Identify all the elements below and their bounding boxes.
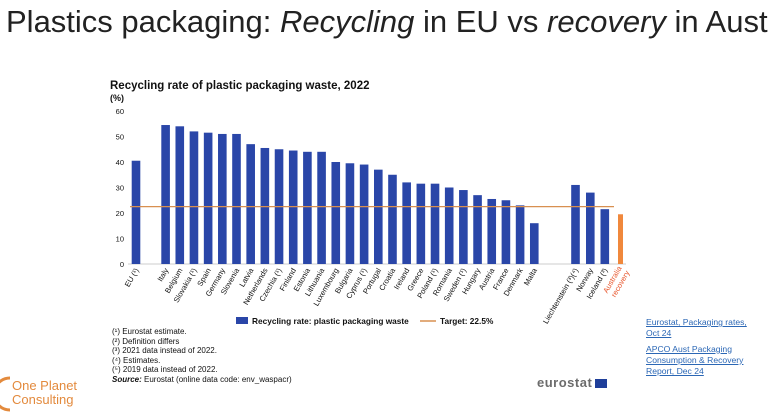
title-part-1: Plastics packaging:: [6, 4, 280, 39]
bar: [487, 198, 497, 264]
logo-line-2: Consulting: [12, 392, 74, 407]
bar: [331, 162, 341, 264]
y-axis-label: (%): [110, 93, 124, 103]
y-tick-label: 0: [120, 260, 124, 269]
title-part-5: in Aust: [665, 4, 768, 39]
bar-australia-recovery: [618, 214, 623, 264]
source-label: Source:: [112, 374, 142, 384]
reference-link-eurostat[interactable]: Eurostat, Packaging rates, Oct 24: [646, 317, 747, 339]
bar: [374, 169, 383, 264]
y-tick-label: 10: [116, 235, 124, 244]
chart-footnotes: (¹) Eurostat estimate. (²) Definition di…: [112, 327, 292, 385]
bar: [529, 223, 539, 264]
bar: [515, 205, 525, 264]
bar: [501, 200, 511, 264]
bar: [473, 195, 482, 264]
bar: [571, 184, 580, 264]
eurostat-logo: eurostat: [537, 375, 608, 390]
title-part-3: in EU vs: [414, 4, 548, 39]
y-tick-label: 60: [116, 107, 124, 116]
eurostat-wordmark: eurostat: [537, 375, 593, 390]
x-tick-label: Liechtenstein (³)(⁴): [541, 266, 580, 325]
bar: [131, 160, 141, 264]
bar: [303, 151, 312, 264]
x-tick-label: Malta: [522, 266, 539, 287]
bar: [246, 144, 255, 264]
bar: [402, 182, 411, 264]
bar: [288, 150, 298, 264]
bar: [388, 174, 397, 264]
bar: [218, 133, 227, 264]
bar: [317, 151, 326, 264]
bar: [345, 163, 355, 264]
references: Eurostat, Packaging rates, Oct 24 APCO A…: [646, 317, 761, 377]
bar: [161, 125, 170, 265]
bar: [416, 183, 426, 264]
y-tick-label: 20: [116, 209, 124, 218]
bar: [430, 183, 440, 264]
bar: [189, 131, 199, 264]
planet-arc-icon: [0, 376, 11, 412]
x-tick-label: EU (¹): [123, 266, 141, 288]
footnote-2: (²) Definition differs: [112, 336, 180, 346]
chart-title: Recycling rate of plastic packaging wast…: [110, 80, 370, 92]
y-tick-label: 50: [116, 133, 124, 142]
bar: [175, 126, 185, 264]
bar: [203, 132, 213, 264]
legend-label-series: Recycling rate: plastic packaging waste: [252, 316, 409, 326]
y-tick-label: 30: [116, 184, 124, 193]
bar: [359, 164, 369, 264]
legend-label-target: Target: 22.5%: [440, 316, 494, 326]
title-part-4: recovery: [547, 4, 666, 39]
bar: [600, 209, 610, 264]
title-part-2: Recycling: [279, 4, 415, 39]
footnote-3: (³) 2021 data instead of 2022.: [112, 346, 217, 356]
reference-link-apco[interactable]: APCO Aust Packaging Consumption & Recove…: [646, 343, 744, 377]
bar: [232, 133, 241, 264]
footnote-5: (⁵) 2019 data instead of 2022.: [112, 365, 218, 375]
eu-flag-icon: [595, 379, 608, 389]
footnote-4: (⁴) Estimates.: [112, 355, 161, 365]
logo-line-1: One Planet: [12, 378, 78, 393]
footnote-1: (¹) Eurostat estimate.: [112, 327, 187, 336]
legend-swatch-series: [236, 317, 248, 324]
bar: [459, 190, 468, 264]
bar: [586, 192, 595, 264]
y-tick-label: 40: [116, 158, 124, 167]
bar: [260, 147, 270, 264]
slide-title: Plastics packaging: Recycling in EU vs r…: [6, 4, 768, 40]
one-planet-logo: One Planet Consulting: [0, 376, 100, 412]
bar: [444, 187, 454, 264]
source-text: Eurostat (online data code: env_waspacr): [141, 374, 292, 384]
